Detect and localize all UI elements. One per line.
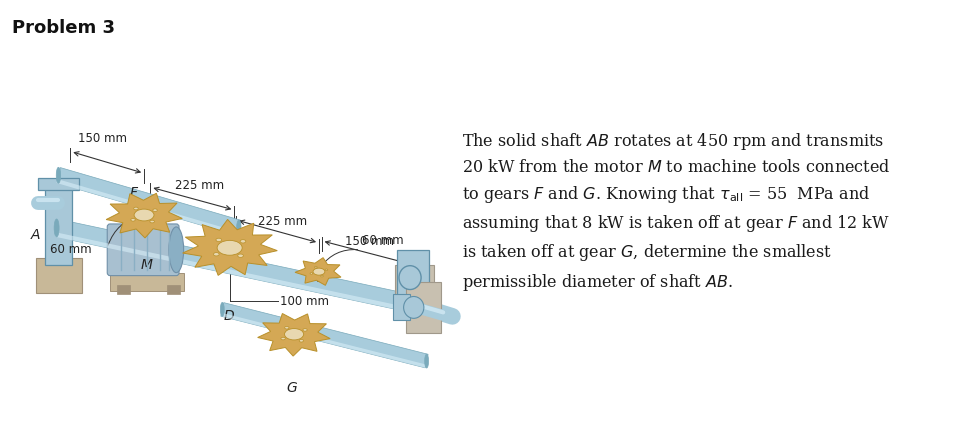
Ellipse shape [134,209,154,221]
Ellipse shape [55,219,59,237]
Ellipse shape [216,238,221,242]
Polygon shape [183,220,277,275]
Ellipse shape [237,220,241,236]
Text: 225 mm: 225 mm [174,179,224,192]
FancyBboxPatch shape [396,265,434,297]
Ellipse shape [321,275,323,277]
Ellipse shape [285,326,289,329]
Ellipse shape [153,209,157,212]
Ellipse shape [150,220,154,223]
Ellipse shape [169,227,184,273]
Ellipse shape [424,354,428,368]
Polygon shape [57,179,238,236]
Text: B: B [424,312,434,326]
Polygon shape [55,233,415,313]
Text: Problem 3: Problem 3 [12,19,115,37]
Polygon shape [57,168,240,236]
Ellipse shape [220,302,224,317]
FancyBboxPatch shape [398,250,429,307]
FancyBboxPatch shape [107,224,179,276]
Ellipse shape [214,252,219,256]
Ellipse shape [57,167,60,183]
Text: A: A [31,228,40,242]
FancyBboxPatch shape [167,284,180,294]
Circle shape [403,297,423,318]
FancyBboxPatch shape [36,258,82,293]
Polygon shape [106,193,182,238]
Text: 60 mm: 60 mm [362,234,404,247]
Text: M: M [141,258,153,271]
FancyBboxPatch shape [394,294,410,320]
Ellipse shape [413,295,418,313]
Ellipse shape [313,268,325,275]
Ellipse shape [303,329,308,331]
Text: 150 mm: 150 mm [79,132,127,145]
Text: The solid shaft $AB$ rotates at 450 rpm and transmits
20 kW from the motor $M$ t: The solid shaft $AB$ rotates at 450 rpm … [462,131,890,293]
Ellipse shape [217,240,242,255]
Text: E: E [316,271,325,284]
Text: 225 mm: 225 mm [258,215,307,228]
FancyBboxPatch shape [406,281,442,333]
Text: 150 mm: 150 mm [345,235,394,248]
Ellipse shape [314,266,317,268]
Text: 60 mm: 60 mm [50,243,92,256]
Polygon shape [221,313,426,368]
Circle shape [399,266,422,290]
Ellipse shape [325,269,328,271]
Ellipse shape [285,329,304,340]
Ellipse shape [134,207,138,210]
Polygon shape [55,219,417,313]
FancyBboxPatch shape [110,273,184,291]
FancyBboxPatch shape [118,284,130,294]
Text: 100 mm: 100 mm [281,295,330,308]
Text: G: G [285,381,297,395]
Text: F: F [129,186,138,200]
Ellipse shape [240,239,246,243]
Text: D: D [223,310,234,323]
Ellipse shape [281,337,285,340]
Ellipse shape [238,254,243,257]
FancyBboxPatch shape [38,178,79,190]
Ellipse shape [299,339,304,342]
Ellipse shape [131,219,135,221]
FancyBboxPatch shape [45,185,72,265]
Polygon shape [221,303,428,368]
Polygon shape [258,313,331,356]
Ellipse shape [310,273,312,274]
Polygon shape [295,258,341,285]
